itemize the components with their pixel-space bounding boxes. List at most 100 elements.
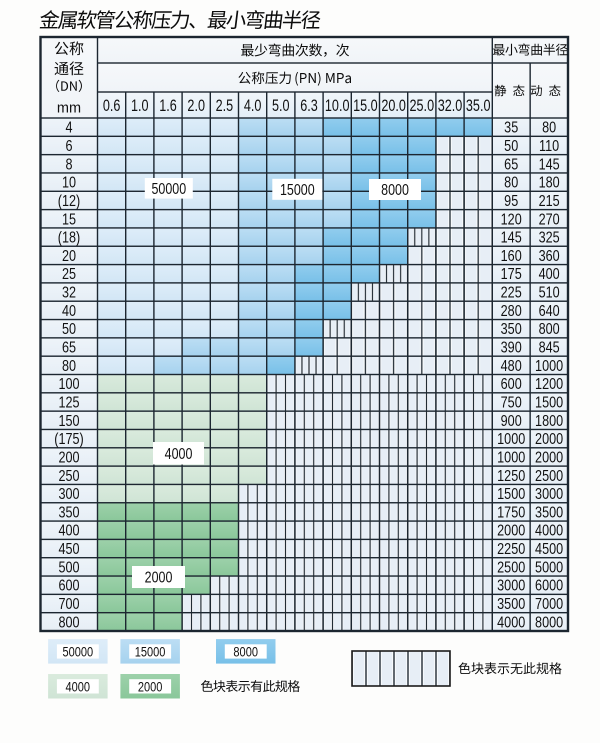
svg-text:8000: 8000 [233, 644, 258, 659]
svg-text:65: 65 [62, 338, 76, 355]
svg-text:50: 50 [62, 320, 76, 337]
svg-text:2.0: 2.0 [187, 97, 205, 115]
svg-text:1500: 1500 [497, 485, 525, 502]
svg-text:900: 900 [501, 412, 522, 429]
svg-text:2250: 2250 [497, 540, 525, 557]
svg-text:180: 180 [539, 173, 560, 190]
svg-text:50000: 50000 [151, 180, 186, 198]
svg-text:2000: 2000 [145, 568, 173, 586]
svg-text:500: 500 [58, 558, 79, 575]
svg-text:80: 80 [62, 357, 76, 374]
svg-text:160: 160 [501, 247, 522, 264]
svg-text:350: 350 [501, 320, 522, 337]
svg-text:480: 480 [501, 357, 522, 374]
svg-text:1000: 1000 [497, 448, 525, 465]
svg-text:15000: 15000 [280, 181, 315, 199]
svg-text:2000: 2000 [138, 679, 163, 694]
svg-text:2000: 2000 [535, 430, 563, 447]
svg-text:250: 250 [58, 467, 79, 484]
svg-text:32: 32 [62, 283, 76, 300]
svg-text:25.0: 25.0 [410, 97, 435, 115]
svg-text:400: 400 [58, 521, 79, 538]
svg-text:600: 600 [501, 375, 522, 392]
svg-text:120: 120 [501, 210, 522, 227]
svg-text:4: 4 [65, 118, 72, 135]
svg-text:80: 80 [542, 118, 556, 135]
svg-text:800: 800 [58, 613, 79, 630]
svg-text:2000: 2000 [497, 521, 525, 538]
svg-text:125: 125 [58, 393, 79, 410]
svg-text:1750: 1750 [497, 503, 525, 520]
svg-text:145: 145 [501, 228, 522, 245]
svg-text:2500: 2500 [535, 467, 563, 484]
svg-text:15000: 15000 [135, 644, 166, 659]
svg-text:35.0: 35.0 [466, 97, 491, 115]
svg-text:390: 390 [501, 338, 522, 355]
svg-text:3500: 3500 [535, 503, 563, 520]
svg-text:32.0: 32.0 [438, 97, 463, 115]
svg-text:450: 450 [58, 540, 79, 557]
svg-text:2500: 2500 [497, 558, 525, 575]
svg-text:mm: mm [57, 101, 81, 117]
svg-text:25: 25 [62, 265, 76, 282]
svg-text:510: 510 [539, 283, 560, 300]
svg-text:175: 175 [501, 265, 522, 282]
svg-text:1.6: 1.6 [159, 97, 177, 115]
svg-text:1000: 1000 [535, 357, 563, 374]
svg-text:3500: 3500 [497, 595, 525, 612]
svg-text:15.0: 15.0 [353, 97, 378, 115]
svg-text:1800: 1800 [535, 412, 563, 429]
svg-text:215: 215 [539, 192, 560, 209]
svg-text:3000: 3000 [535, 485, 563, 502]
svg-text:2000: 2000 [535, 448, 563, 465]
svg-text:10: 10 [62, 173, 76, 190]
svg-text:6: 6 [65, 137, 72, 154]
svg-text:80: 80 [504, 173, 518, 190]
svg-text:145: 145 [539, 155, 560, 172]
svg-text:1200: 1200 [535, 375, 563, 392]
svg-text:100: 100 [58, 375, 79, 392]
svg-text:360: 360 [539, 247, 560, 264]
svg-text:65: 65 [504, 155, 518, 172]
svg-text:10.0: 10.0 [325, 97, 350, 115]
svg-text:750: 750 [501, 393, 522, 410]
svg-text:150: 150 [58, 412, 79, 429]
svg-text:280: 280 [501, 302, 522, 319]
svg-text:4000: 4000 [165, 445, 193, 463]
svg-text:7000: 7000 [535, 595, 563, 612]
svg-text:600: 600 [58, 576, 79, 593]
svg-text:35: 35 [504, 118, 518, 135]
svg-text:325: 325 [539, 228, 560, 245]
svg-text:40: 40 [62, 302, 76, 319]
svg-text:200: 200 [58, 448, 79, 465]
svg-text:4000: 4000 [497, 613, 525, 630]
svg-text:6.3: 6.3 [300, 97, 318, 115]
svg-text:350: 350 [58, 503, 79, 520]
svg-text:4.0: 4.0 [244, 97, 262, 115]
svg-text:(175): (175) [54, 430, 83, 447]
svg-text:300: 300 [58, 485, 79, 502]
svg-text:640: 640 [539, 302, 560, 319]
svg-text:20: 20 [62, 247, 76, 264]
svg-text:845: 845 [539, 338, 560, 355]
svg-text:225: 225 [501, 283, 522, 300]
svg-text:1000: 1000 [497, 430, 525, 447]
svg-text:4000: 4000 [535, 521, 563, 538]
svg-text:50000: 50000 [62, 644, 93, 659]
svg-text:4500: 4500 [535, 540, 563, 557]
svg-text:6000: 6000 [535, 576, 563, 593]
svg-text:20.0: 20.0 [381, 97, 406, 115]
svg-text:110: 110 [539, 137, 559, 154]
svg-text:700: 700 [58, 595, 79, 612]
svg-text:(18): (18) [58, 228, 80, 245]
svg-text:1500: 1500 [535, 393, 563, 410]
svg-text:400: 400 [539, 265, 560, 282]
svg-text:50: 50 [504, 137, 518, 154]
svg-text:270: 270 [539, 210, 560, 227]
svg-text:4000: 4000 [66, 679, 91, 694]
svg-text:5.0: 5.0 [272, 97, 290, 115]
svg-text:8000: 8000 [535, 613, 563, 630]
svg-text:800: 800 [539, 320, 560, 337]
svg-text:15: 15 [62, 210, 76, 227]
svg-text:5000: 5000 [535, 558, 563, 575]
